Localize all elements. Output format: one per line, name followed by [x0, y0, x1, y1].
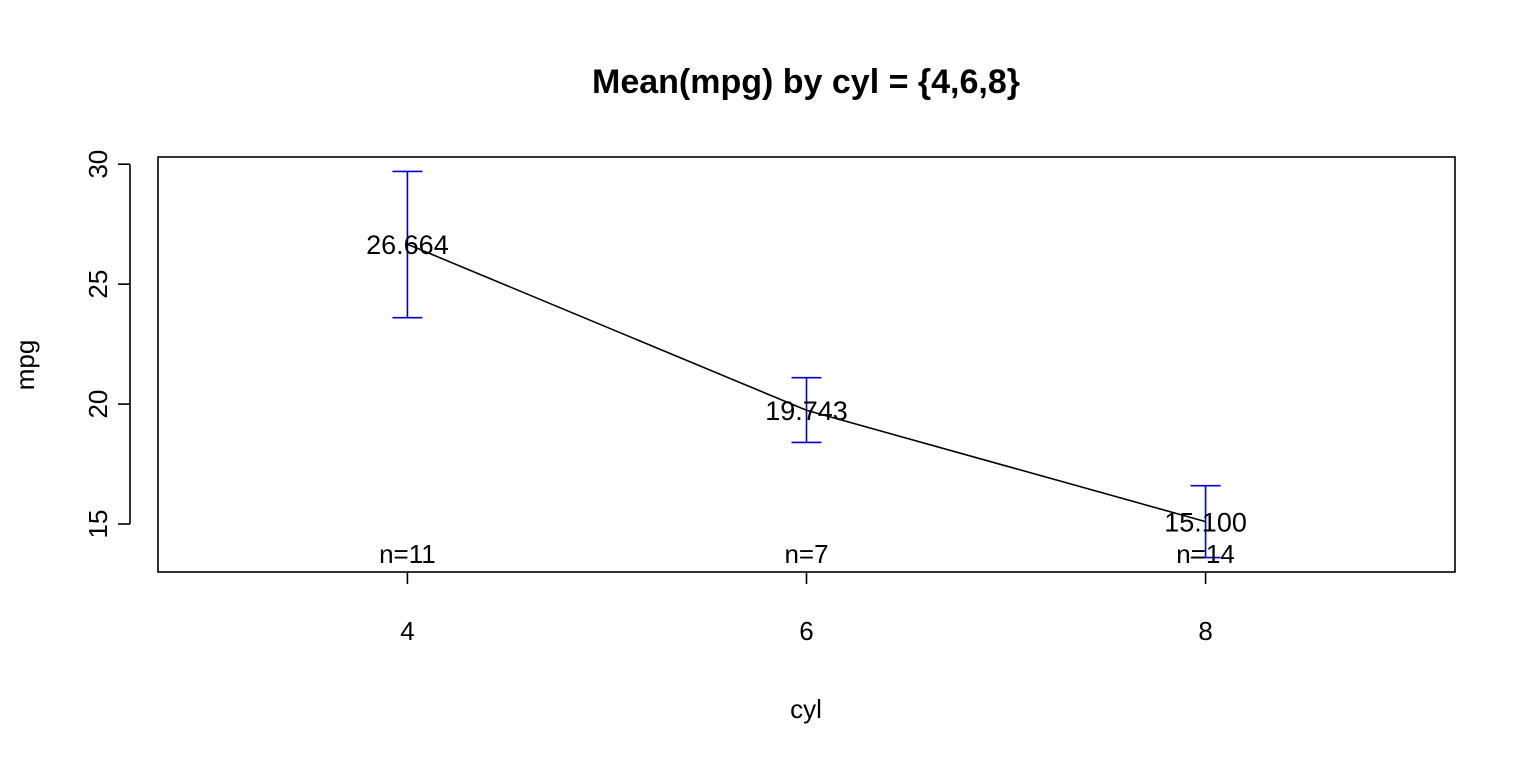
- x-tick-label-4: 4: [400, 616, 414, 646]
- y-tick-label-30: 30: [83, 150, 113, 179]
- x-tick-label-8: 8: [1198, 616, 1212, 646]
- y-tick-label-20: 20: [83, 390, 113, 419]
- n-label-4: n=11: [379, 539, 436, 569]
- chart-title: Mean(mpg) by cyl = {4,6,8}: [592, 63, 1020, 101]
- error-bars: [392, 170, 1221, 559]
- n-label-6: n=7: [784, 539, 828, 569]
- data-label-8: 15.100: [1164, 508, 1247, 538]
- series-line-group: [407, 243, 1206, 523]
- data-label-6: 19.743: [765, 396, 848, 426]
- value-labels: 26.664 19.743 15.100: [366, 230, 1247, 537]
- n-labels: n=11 n=7 n=14: [379, 539, 1235, 569]
- y-axis: 15 20 25 30: [83, 150, 131, 539]
- x-tick-label-6: 6: [799, 616, 813, 646]
- y-tick-label-15: 15: [83, 510, 113, 539]
- n-label-8: n=14: [1176, 539, 1235, 569]
- series-line: [407, 243, 1206, 523]
- plot-frame: [157, 156, 1456, 573]
- x-axis-title: cyl: [790, 694, 822, 724]
- y-tick-label-25: 25: [83, 270, 113, 299]
- y-axis-title: mpg: [10, 340, 40, 391]
- x-axis: 4 6 8: [400, 572, 1213, 646]
- data-label-4: 26.664: [366, 230, 449, 260]
